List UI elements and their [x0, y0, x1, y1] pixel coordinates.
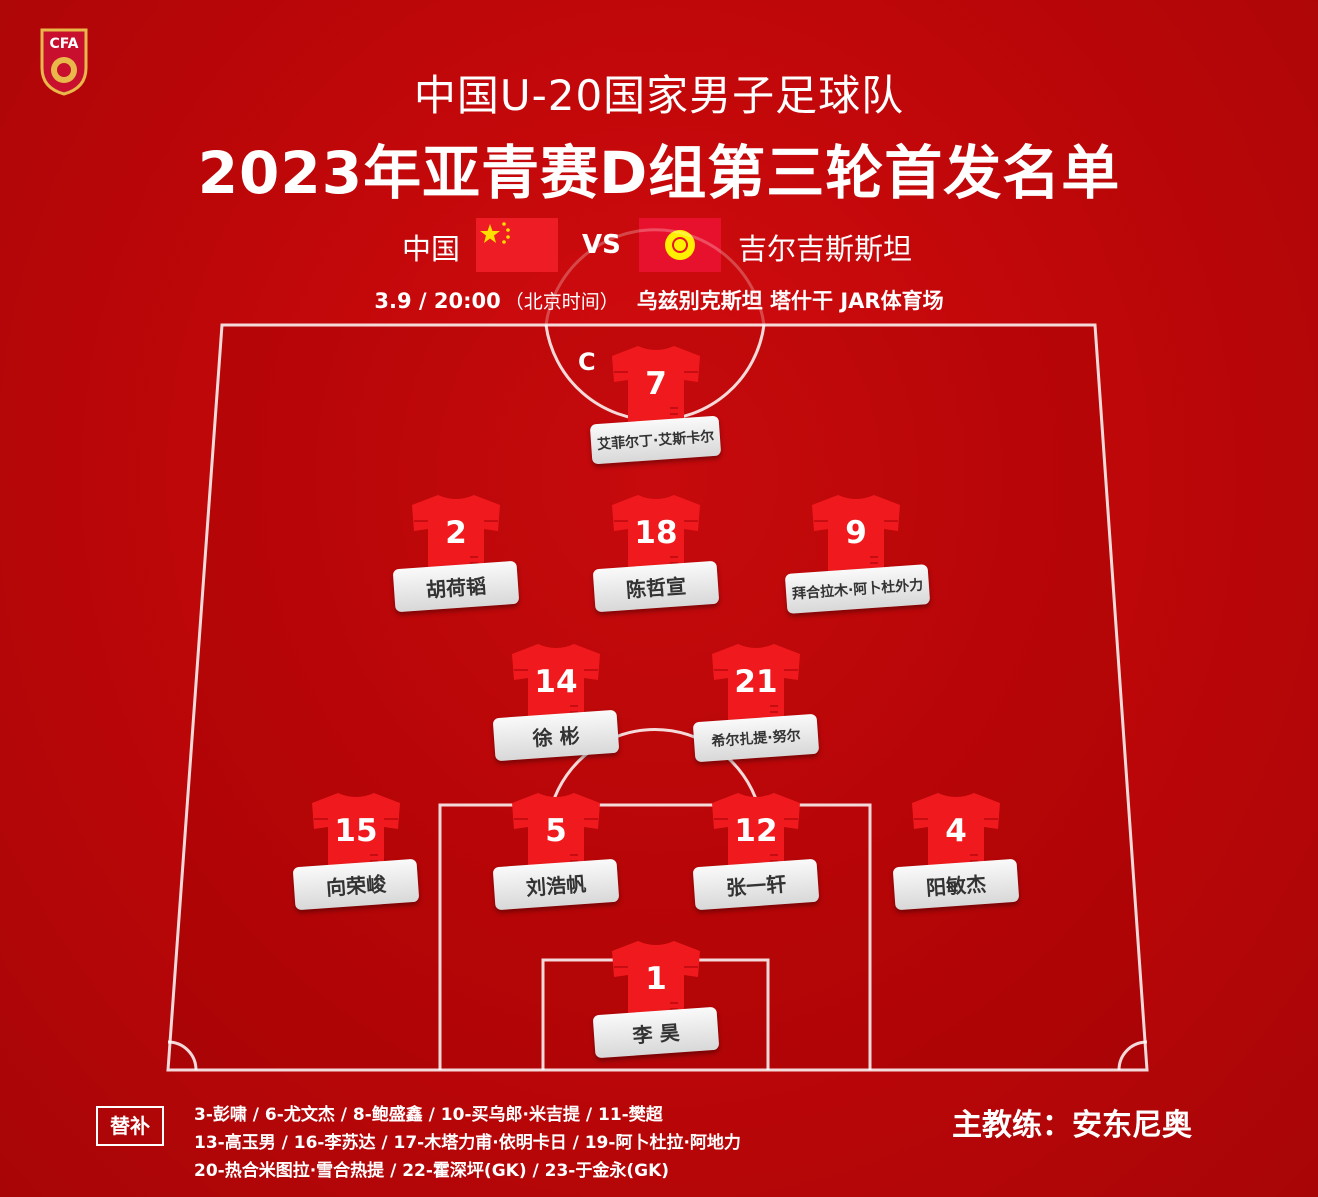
match-timezone: （北京时间） — [504, 291, 619, 313]
home-team: 中国 — [402, 232, 461, 266]
match-datetime: 3.9 / 20:00 — [374, 289, 501, 313]
match-venue: 乌兹别克斯坦 塔什干 JAR体育场 — [636, 289, 944, 313]
jersey-number: 15 — [334, 813, 378, 849]
title-line2: 2023年亚青赛D组第三轮首发名单 — [197, 139, 1121, 207]
jersey-icon: 7 — [608, 342, 704, 430]
player-name: 陈哲宣 — [592, 560, 720, 613]
title-line1: 中国U-20国家男子足球队 — [413, 71, 905, 120]
captain-mark: C — [578, 348, 596, 376]
jersey-icon: 1 — [608, 937, 704, 1025]
jersey-number: 21 — [734, 664, 778, 700]
player-name: 希尔扎提·努尔 — [692, 713, 820, 763]
match-info: 3.9 / 20:00 （北京时间） 乌兹别克斯坦 塔什干 JAR体育场 — [0, 285, 1318, 315]
subs-line-3: 20-热合米图拉·雪合热提 / 22-霍深坪(GK) / 23-于金永(GK) — [194, 1161, 670, 1181]
china-flag-icon — [476, 218, 558, 272]
jersey-number: 18 — [634, 515, 678, 551]
jersey-icon: 18 — [608, 491, 704, 579]
player-name: 艾菲尔丁·艾斯卡尔 — [590, 415, 722, 465]
head-coach: 主教练：安东尼奥 — [952, 1108, 1192, 1143]
player-4: 4 阳敏杰 — [886, 789, 1026, 911]
player-name: 向荣峻 — [292, 858, 420, 911]
jersey-icon: 21 — [708, 640, 804, 728]
jersey-icon: 14 — [508, 640, 604, 728]
jersey-number: 2 — [445, 515, 467, 551]
player-name: 阳敏杰 — [892, 858, 1020, 911]
jersey-icon: 12 — [708, 789, 804, 877]
player-name: 刘浩帆 — [492, 858, 620, 911]
svg-text:CFA: CFA — [49, 36, 78, 52]
kyrgyzstan-flag-icon — [639, 218, 721, 272]
player-2: 2 胡荷韬 — [386, 491, 526, 613]
jersey-number: 5 — [545, 813, 567, 849]
jersey-number: 14 — [534, 664, 578, 700]
player-name: 李 昊 — [592, 1006, 720, 1059]
player-14: 14 徐 彬 — [486, 640, 626, 762]
jersey-number: 4 — [945, 813, 967, 849]
vs-label: VS — [582, 230, 621, 260]
jersey-number: 7 — [645, 366, 667, 402]
player-1: 1 李 昊 — [586, 937, 726, 1059]
player-15: 15 向荣峻 — [286, 789, 426, 911]
player-18: 18 陈哲宣 — [586, 491, 726, 613]
jersey-icon: 2 — [408, 491, 504, 579]
jersey-icon: 5 — [508, 789, 604, 877]
jersey-icon: 15 — [308, 789, 404, 877]
cfa-logo: CFA — [40, 28, 88, 96]
jersey-icon: 9 — [808, 491, 904, 579]
subs-line-2: 13-高玉男 / 16-李苏达 / 17-木塔力甫·依明卡日 / 19-阿卜杜拉… — [194, 1133, 741, 1153]
jersey-number: 12 — [734, 813, 778, 849]
player-9: 9 拜合拉木·阿卜杜外力 — [784, 491, 931, 614]
player-7: 7 艾菲尔丁·艾斯卡尔 — [586, 342, 726, 465]
player-21: 21 希尔扎提·努尔 — [686, 640, 826, 763]
jersey-number: 1 — [645, 961, 667, 997]
subs-line-1: 3-彭啸 / 6-尤文杰 / 8-鲍盛鑫 / 10-买乌郎·米吉提 / 11-樊… — [194, 1105, 663, 1125]
player-name: 徐 彬 — [492, 709, 620, 762]
subs-label: 替补 — [96, 1106, 164, 1146]
player-5: 5 刘浩帆 — [486, 789, 626, 911]
jersey-number: 9 — [845, 515, 867, 551]
player-12: 12 张一轩 — [686, 789, 826, 911]
away-team: 吉尔吉斯斯坦 — [738, 232, 913, 266]
player-name: 拜合拉木·阿卜杜外力 — [784, 564, 931, 614]
player-name: 张一轩 — [692, 858, 820, 911]
player-name: 胡荷韬 — [392, 560, 520, 613]
